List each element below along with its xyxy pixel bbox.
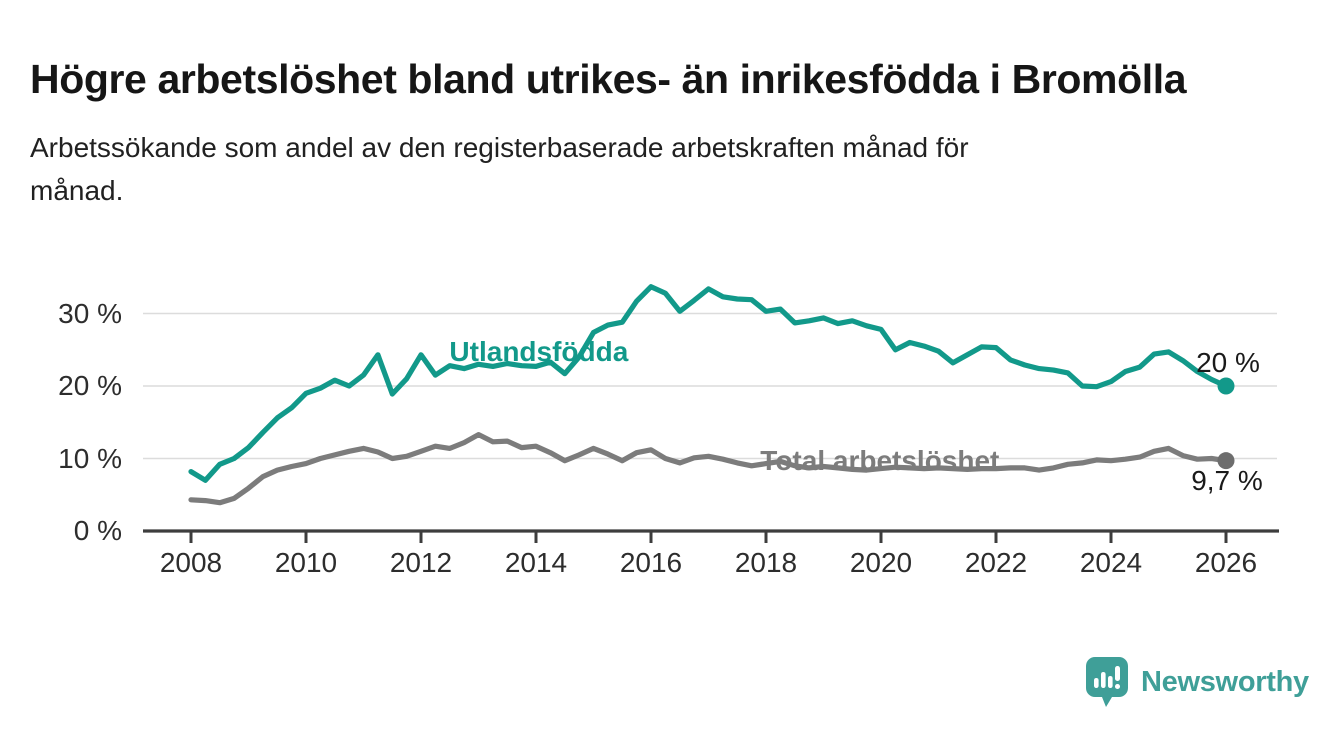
y-tick-label-10: 10 % [58, 442, 122, 474]
series-end-dot-utlandsfodda [1217, 377, 1235, 395]
series-label-utlandsfodda: Utlandsfödda [449, 335, 629, 367]
x-tick-label-2024: 2024 [1079, 547, 1143, 578]
x-tick-label-2022: 2022 [964, 547, 1028, 578]
x-tick-label-2018: 2018 [734, 547, 798, 578]
x-axis [143, 529, 1279, 543]
x-tick-label-2008: 2008 [159, 547, 223, 578]
x-tick-label-2020: 2020 [849, 547, 913, 578]
x-tick-label-2016: 2016 [619, 547, 683, 578]
series-label-total: Total arbetslöshet [760, 445, 1000, 477]
logo-text: Newsworthy [1141, 665, 1309, 698]
y-tick-label-0: 0 % [73, 515, 122, 546]
page-title: Högre arbetslöshet bland utrikes- än inr… [30, 56, 1187, 103]
x-tick-label-2010: 2010 [274, 547, 338, 578]
chart-series [188, 284, 1235, 506]
series-line-total [188, 432, 1229, 506]
page-subtitle: Arbetssökande som andel av den registerb… [30, 132, 969, 206]
x-tick-label-2014: 2014 [504, 547, 568, 578]
y-tick-label-30: 30 % [58, 297, 122, 329]
series-line-utlandsfodda [188, 284, 1229, 483]
speech-bubble-bar-chart-icon [1086, 657, 1128, 707]
end-value-label-utlandsfodda: 20 % [1196, 347, 1260, 378]
y-tick-label-20: 20 % [58, 370, 122, 401]
series-end-dot-total [1217, 452, 1235, 470]
x-tick-label-2012: 2012 [389, 547, 453, 578]
newsworthy-logo: Newsworthy [1085, 656, 1335, 708]
end-value-label-total: 9,7 % [1191, 464, 1263, 496]
x-tick-label-2026: 2026 [1194, 547, 1258, 578]
